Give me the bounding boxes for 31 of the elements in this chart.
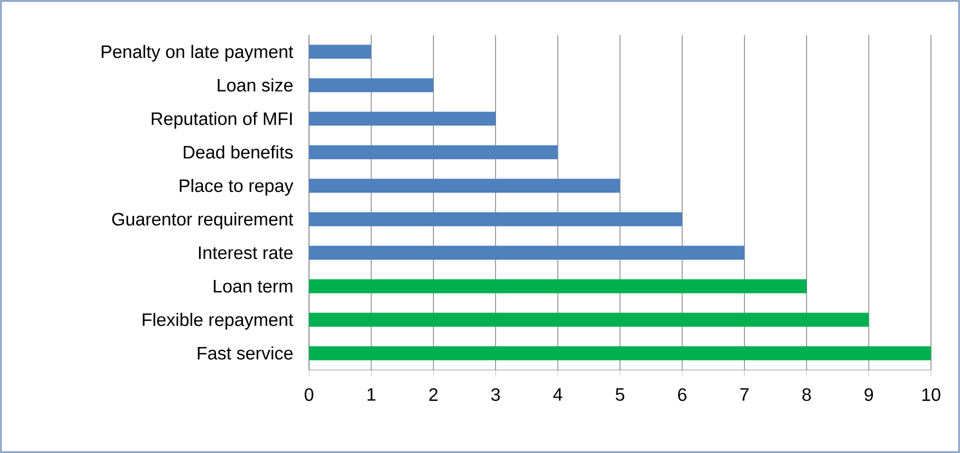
- bar: [309, 78, 434, 92]
- y-tick-label: Interest rate: [199, 246, 293, 260]
- bar: [309, 178, 620, 193]
- y-tick-label: Penalty on late payment: [102, 44, 294, 62]
- y-tick-label: Dead benefits: [184, 145, 293, 159]
- bar: [309, 212, 682, 226]
- y-tick-label: Flexible repayment: [142, 312, 294, 330]
- x-tick-label: 8: [802, 388, 811, 401]
- y-tick-label: Loan size: [218, 78, 293, 92]
- x-tick-label: 3: [491, 388, 500, 401]
- x-tick-label: 1: [368, 388, 376, 401]
- x-tick-label: 4: [553, 388, 562, 401]
- bar: [309, 279, 807, 294]
- x-tick-label: 7: [740, 388, 749, 401]
- bar: [309, 246, 744, 260]
- bar: [309, 112, 496, 126]
- bar: [309, 346, 931, 360]
- y-tick-label: Fast service: [198, 346, 293, 360]
- bar: [309, 44, 372, 59]
- x-tick-label: 5: [616, 388, 624, 401]
- y-tick-label: Loan term: [214, 280, 292, 293]
- x-tick-label: 9: [864, 388, 873, 401]
- x-tick-label: 10: [922, 388, 940, 401]
- x-tick-label: 6: [678, 388, 686, 401]
- x-tick-label: 0: [304, 388, 314, 401]
- y-tick-label: Guarentor requirement: [112, 212, 294, 230]
- y-tick-label: Place to repay: [180, 178, 294, 196]
- x-tick-label: 2: [429, 388, 438, 401]
- y-tick-label: Reputation of MFI: [152, 112, 292, 129]
- bar: [309, 312, 869, 327]
- bar: [309, 145, 558, 160]
